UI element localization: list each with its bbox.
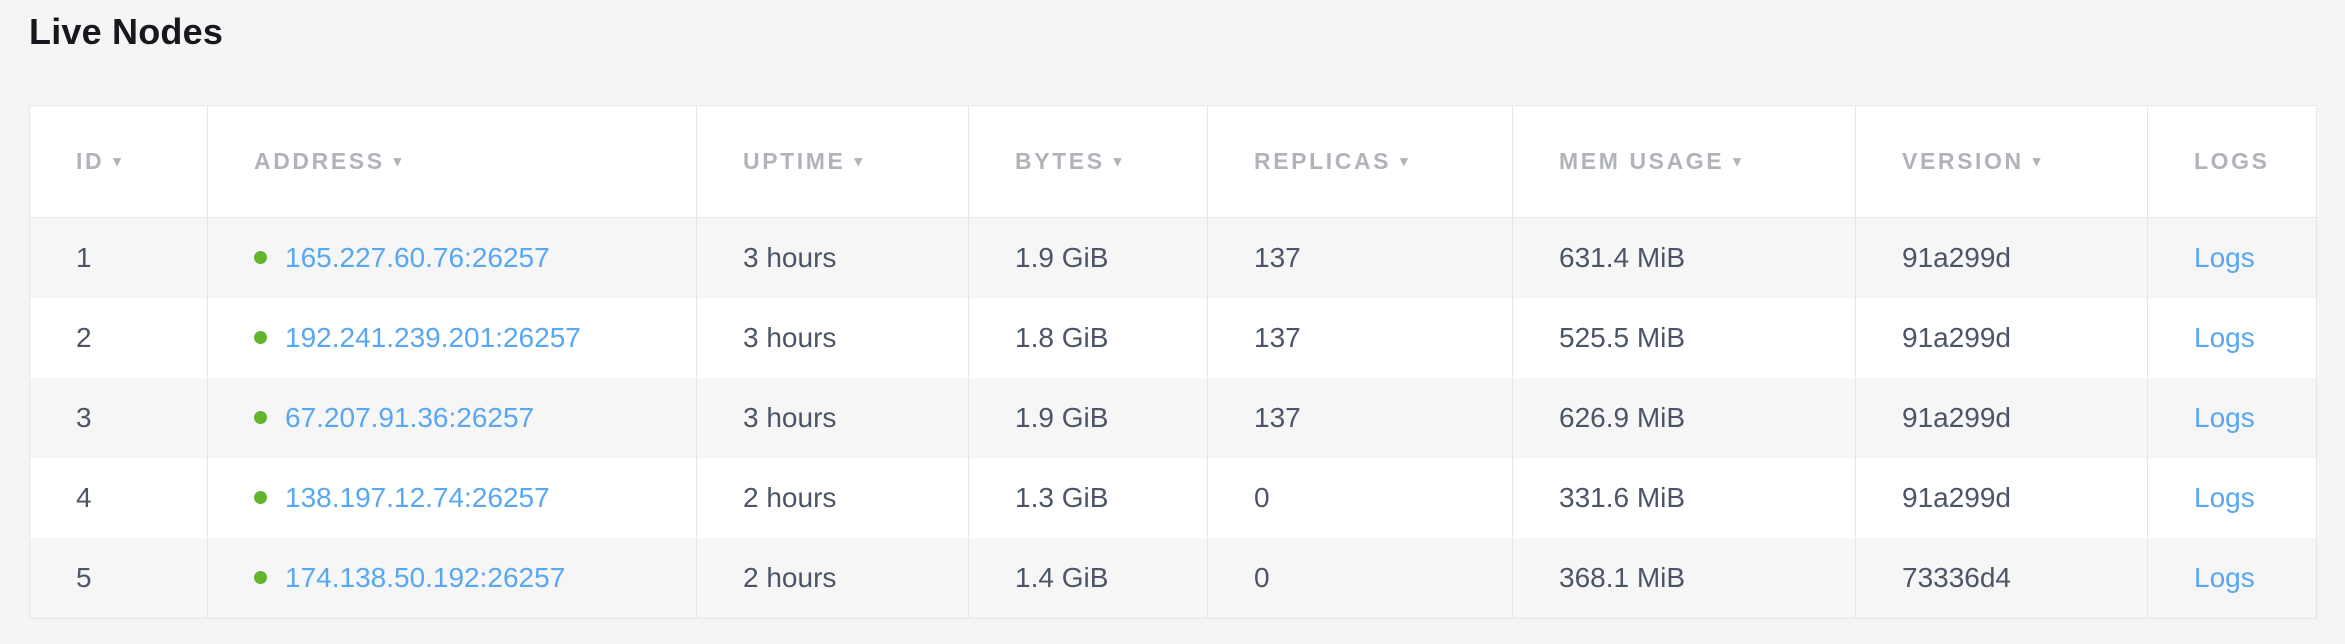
node-address-cell: 165.227.60.76:26257: [207, 217, 697, 298]
table-row: 1 165.227.60.76:26257 3 hours 1.9 GiB 13…: [29, 217, 2317, 298]
node-uptime-cell: 2 hours: [696, 458, 969, 538]
node-address-cell: 67.207.91.36:26257: [207, 378, 697, 458]
node-live-icon: [254, 491, 267, 505]
node-live-icon: [254, 571, 267, 585]
column-header-mem-usage-label: MEM USAGE: [1559, 148, 1725, 174]
node-version-cell: 91a299d: [1855, 298, 2148, 378]
sort-arrow-icon: ▾: [113, 153, 121, 170]
column-header-logs: LOGS: [2147, 105, 2317, 218]
node-uptime-cell: 3 hours: [696, 217, 969, 298]
column-header-bytes-label: BYTES: [1015, 148, 1105, 174]
node-version-cell: 73336d4: [1855, 538, 2148, 619]
column-header-mem-usage[interactable]: MEM USAGE ▾: [1512, 105, 1856, 218]
sort-arrow-icon: ▾: [1400, 153, 1408, 170]
table-header: ID ▾ ADDRESS ▾ UPTIME ▾ BYTES ▾ REPLICAS ▾ ME…: [29, 105, 2317, 218]
node-logs-cell: Logs: [2147, 458, 2317, 538]
node-mem-usage-cell: 331.6 MiB: [1512, 458, 1856, 538]
node-replicas-cell: 137: [1207, 378, 1513, 458]
column-header-replicas[interactable]: REPLICAS ▾: [1207, 105, 1513, 218]
node-uptime-cell: 3 hours: [696, 378, 969, 458]
node-logs-cell: Logs: [2147, 298, 2317, 378]
column-header-address-label: ADDRESS: [254, 148, 385, 174]
node-bytes-cell: 1.9 GiB: [968, 378, 1208, 458]
node-id-cell: 4: [29, 458, 208, 538]
node-id-cell: 3: [29, 378, 208, 458]
column-header-version[interactable]: VERSION ▾: [1855, 105, 2148, 218]
node-address-cell: 174.138.50.192:26257: [207, 538, 697, 619]
node-logs-link[interactable]: Logs: [2194, 242, 2255, 273]
node-mem-usage-cell: 631.4 MiB: [1512, 217, 1856, 298]
node-version-cell: 91a299d: [1855, 458, 2148, 538]
live-nodes-table-container: ID ▾ ADDRESS ▾ UPTIME ▾ BYTES ▾ REPLICAS ▾ ME…: [29, 105, 2317, 619]
table-row: 4 138.197.12.74:26257 2 hours 1.3 GiB 0 …: [29, 458, 2317, 538]
node-logs-link[interactable]: Logs: [2194, 322, 2255, 353]
sort-arrow-icon: ▾: [1113, 153, 1122, 170]
node-mem-usage-cell: 525.5 MiB: [1512, 298, 1856, 378]
node-logs-link[interactable]: Logs: [2194, 402, 2255, 433]
node-uptime-cell: 2 hours: [696, 538, 969, 619]
node-mem-usage-cell: 626.9 MiB: [1512, 378, 1856, 458]
node-address-link[interactable]: 174.138.50.192:26257: [285, 562, 566, 593]
node-id-cell: 1: [29, 217, 208, 298]
node-bytes-cell: 1.4 GiB: [968, 538, 1208, 619]
column-header-bytes[interactable]: BYTES ▾: [968, 105, 1208, 218]
node-bytes-cell: 1.3 GiB: [968, 458, 1208, 538]
node-logs-link[interactable]: Logs: [2194, 482, 2255, 513]
column-header-uptime-label: UPTIME: [743, 148, 846, 174]
table-body: 1 165.227.60.76:26257 3 hours 1.9 GiB 13…: [29, 217, 2317, 619]
node-replicas-cell: 0: [1207, 538, 1513, 619]
sort-arrow-icon: ▾: [393, 153, 402, 170]
sort-arrow-icon: ▾: [854, 153, 863, 170]
column-header-replicas-label: REPLICAS: [1254, 148, 1392, 174]
table-row: 3 67.207.91.36:26257 3 hours 1.9 GiB 137…: [29, 378, 2317, 458]
node-bytes-cell: 1.9 GiB: [968, 217, 1208, 298]
column-header-address[interactable]: ADDRESS ▾: [207, 105, 697, 218]
node-logs-cell: Logs: [2147, 378, 2317, 458]
node-uptime-cell: 3 hours: [696, 298, 969, 378]
node-live-icon: [254, 251, 267, 265]
table-row: 2 192.241.239.201:26257 3 hours 1.8 GiB …: [29, 298, 2317, 378]
node-address-link[interactable]: 67.207.91.36:26257: [285, 402, 535, 433]
node-logs-link[interactable]: Logs: [2194, 562, 2255, 593]
sort-arrow-icon: ▾: [2032, 153, 2041, 170]
page-title: Live Nodes: [29, 11, 224, 52]
column-header-uptime[interactable]: UPTIME ▾: [696, 105, 969, 218]
sort-arrow-icon: ▾: [1733, 153, 1741, 170]
live-nodes-table: ID ▾ ADDRESS ▾ UPTIME ▾ BYTES ▾ REPLICAS ▾ ME…: [29, 105, 2317, 619]
node-id-cell: 5: [29, 538, 208, 619]
table-row: 5 174.138.50.192:26257 2 hours 1.4 GiB 0…: [29, 538, 2317, 619]
node-live-icon: [254, 411, 267, 425]
node-replicas-cell: 0: [1207, 458, 1513, 538]
column-header-version-label: VERSION: [1902, 148, 2024, 174]
column-header-id-label: ID: [76, 148, 105, 174]
column-header-id[interactable]: ID ▾: [29, 105, 208, 218]
node-replicas-cell: 137: [1207, 217, 1513, 298]
node-mem-usage-cell: 368.1 MiB: [1512, 538, 1856, 619]
node-version-cell: 91a299d: [1855, 378, 2148, 458]
table-header-row: ID ▾ ADDRESS ▾ UPTIME ▾ BYTES ▾ REPLICAS ▾ ME…: [29, 105, 2317, 218]
node-id-cell: 2: [29, 298, 208, 378]
column-header-logs-label: LOGS: [2194, 148, 2270, 174]
node-bytes-cell: 1.8 GiB: [968, 298, 1208, 378]
node-address-cell: 138.197.12.74:26257: [207, 458, 697, 538]
node-address-link[interactable]: 192.241.239.201:26257: [285, 322, 581, 353]
node-logs-cell: Logs: [2147, 538, 2317, 619]
node-version-cell: 91a299d: [1855, 217, 2148, 298]
node-logs-cell: Logs: [2147, 217, 2317, 298]
node-address-cell: 192.241.239.201:26257: [207, 298, 697, 378]
node-replicas-cell: 137: [1207, 298, 1513, 378]
node-address-link[interactable]: 165.227.60.76:26257: [285, 242, 550, 273]
node-address-link[interactable]: 138.197.12.74:26257: [285, 482, 550, 513]
node-live-icon: [254, 331, 267, 345]
